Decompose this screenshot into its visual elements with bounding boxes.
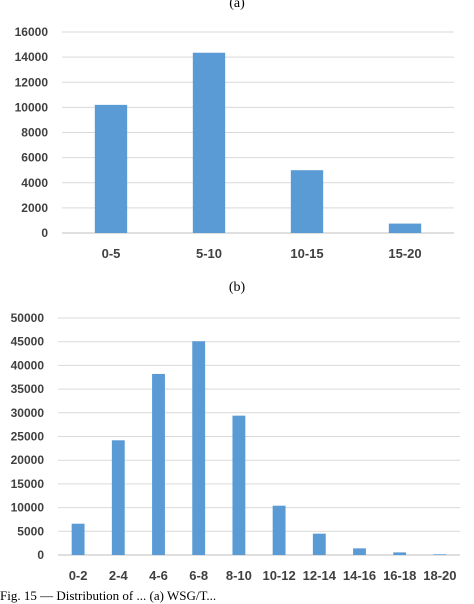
x-category-label: 8-10 [226,568,252,583]
y-tick-label: 40000 [11,358,45,372]
bar [192,341,206,555]
chart-b: 0 5000 10000 15000 20000 25000 30000 35000 40000… [11,311,460,583]
y-tick-label: 5000 [17,524,44,538]
x-category-label: 2-4 [109,568,129,583]
y-tick-label: 30000 [11,406,45,420]
bar [312,533,326,555]
y-tick-label: 0 [41,226,48,240]
x-category-label: 0-2 [69,568,88,583]
x-category-label: 0-5 [102,246,121,261]
chart-b-title: (b) [228,280,246,295]
bar [433,554,447,555]
x-category-label: 16-18 [383,568,416,583]
x-category-label: 5-10 [196,246,222,261]
y-tick-label: 20000 [11,453,45,467]
y-tick-label: 25000 [11,430,45,444]
bar [388,223,422,233]
chart-a-title: (a) [229,0,245,11]
bar [71,523,85,555]
y-tick-label: 2000 [21,201,48,215]
x-category-label: 4-6 [149,568,168,583]
y-tick-label: 10000 [15,100,49,114]
bar [192,52,226,234]
figure-caption: Fig. 15 — Distribution of ... (a) WSG/T.… [0,588,217,603]
y-tick-label: 35000 [11,382,45,396]
x-category-label: 14-16 [343,568,376,583]
y-tick-label: 16000 [15,25,49,39]
y-tick-label: 0 [37,548,44,562]
y-tick-label: 15000 [11,477,45,491]
bar [290,170,324,233]
bar [94,104,128,233]
y-tick-label: 4000 [21,176,48,190]
bar [272,505,286,555]
y-tick-label: 6000 [21,151,48,165]
chart-a: 0 2000 4000 6000 8000 10000 12000 14000 16000 0-5… [15,25,454,261]
x-category-label: 6-8 [189,568,208,583]
y-tick-label: 10000 [11,501,45,515]
bar [152,373,165,555]
y-tick-label: 8000 [21,126,48,140]
y-tick-label: 50000 [11,311,45,325]
bar [393,552,407,555]
bar [353,548,366,555]
bar [111,440,125,555]
y-tick-label: 12000 [15,75,49,89]
bar [232,415,246,555]
y-tick-label: 14000 [15,50,49,64]
x-category-label: 10-12 [262,568,295,583]
x-category-label: 12-14 [303,568,337,583]
x-category-label: 10-15 [290,246,323,261]
x-category-label: 15-20 [388,246,421,261]
y-tick-label: 45000 [11,335,45,349]
x-category-label: 18-20 [423,568,456,583]
